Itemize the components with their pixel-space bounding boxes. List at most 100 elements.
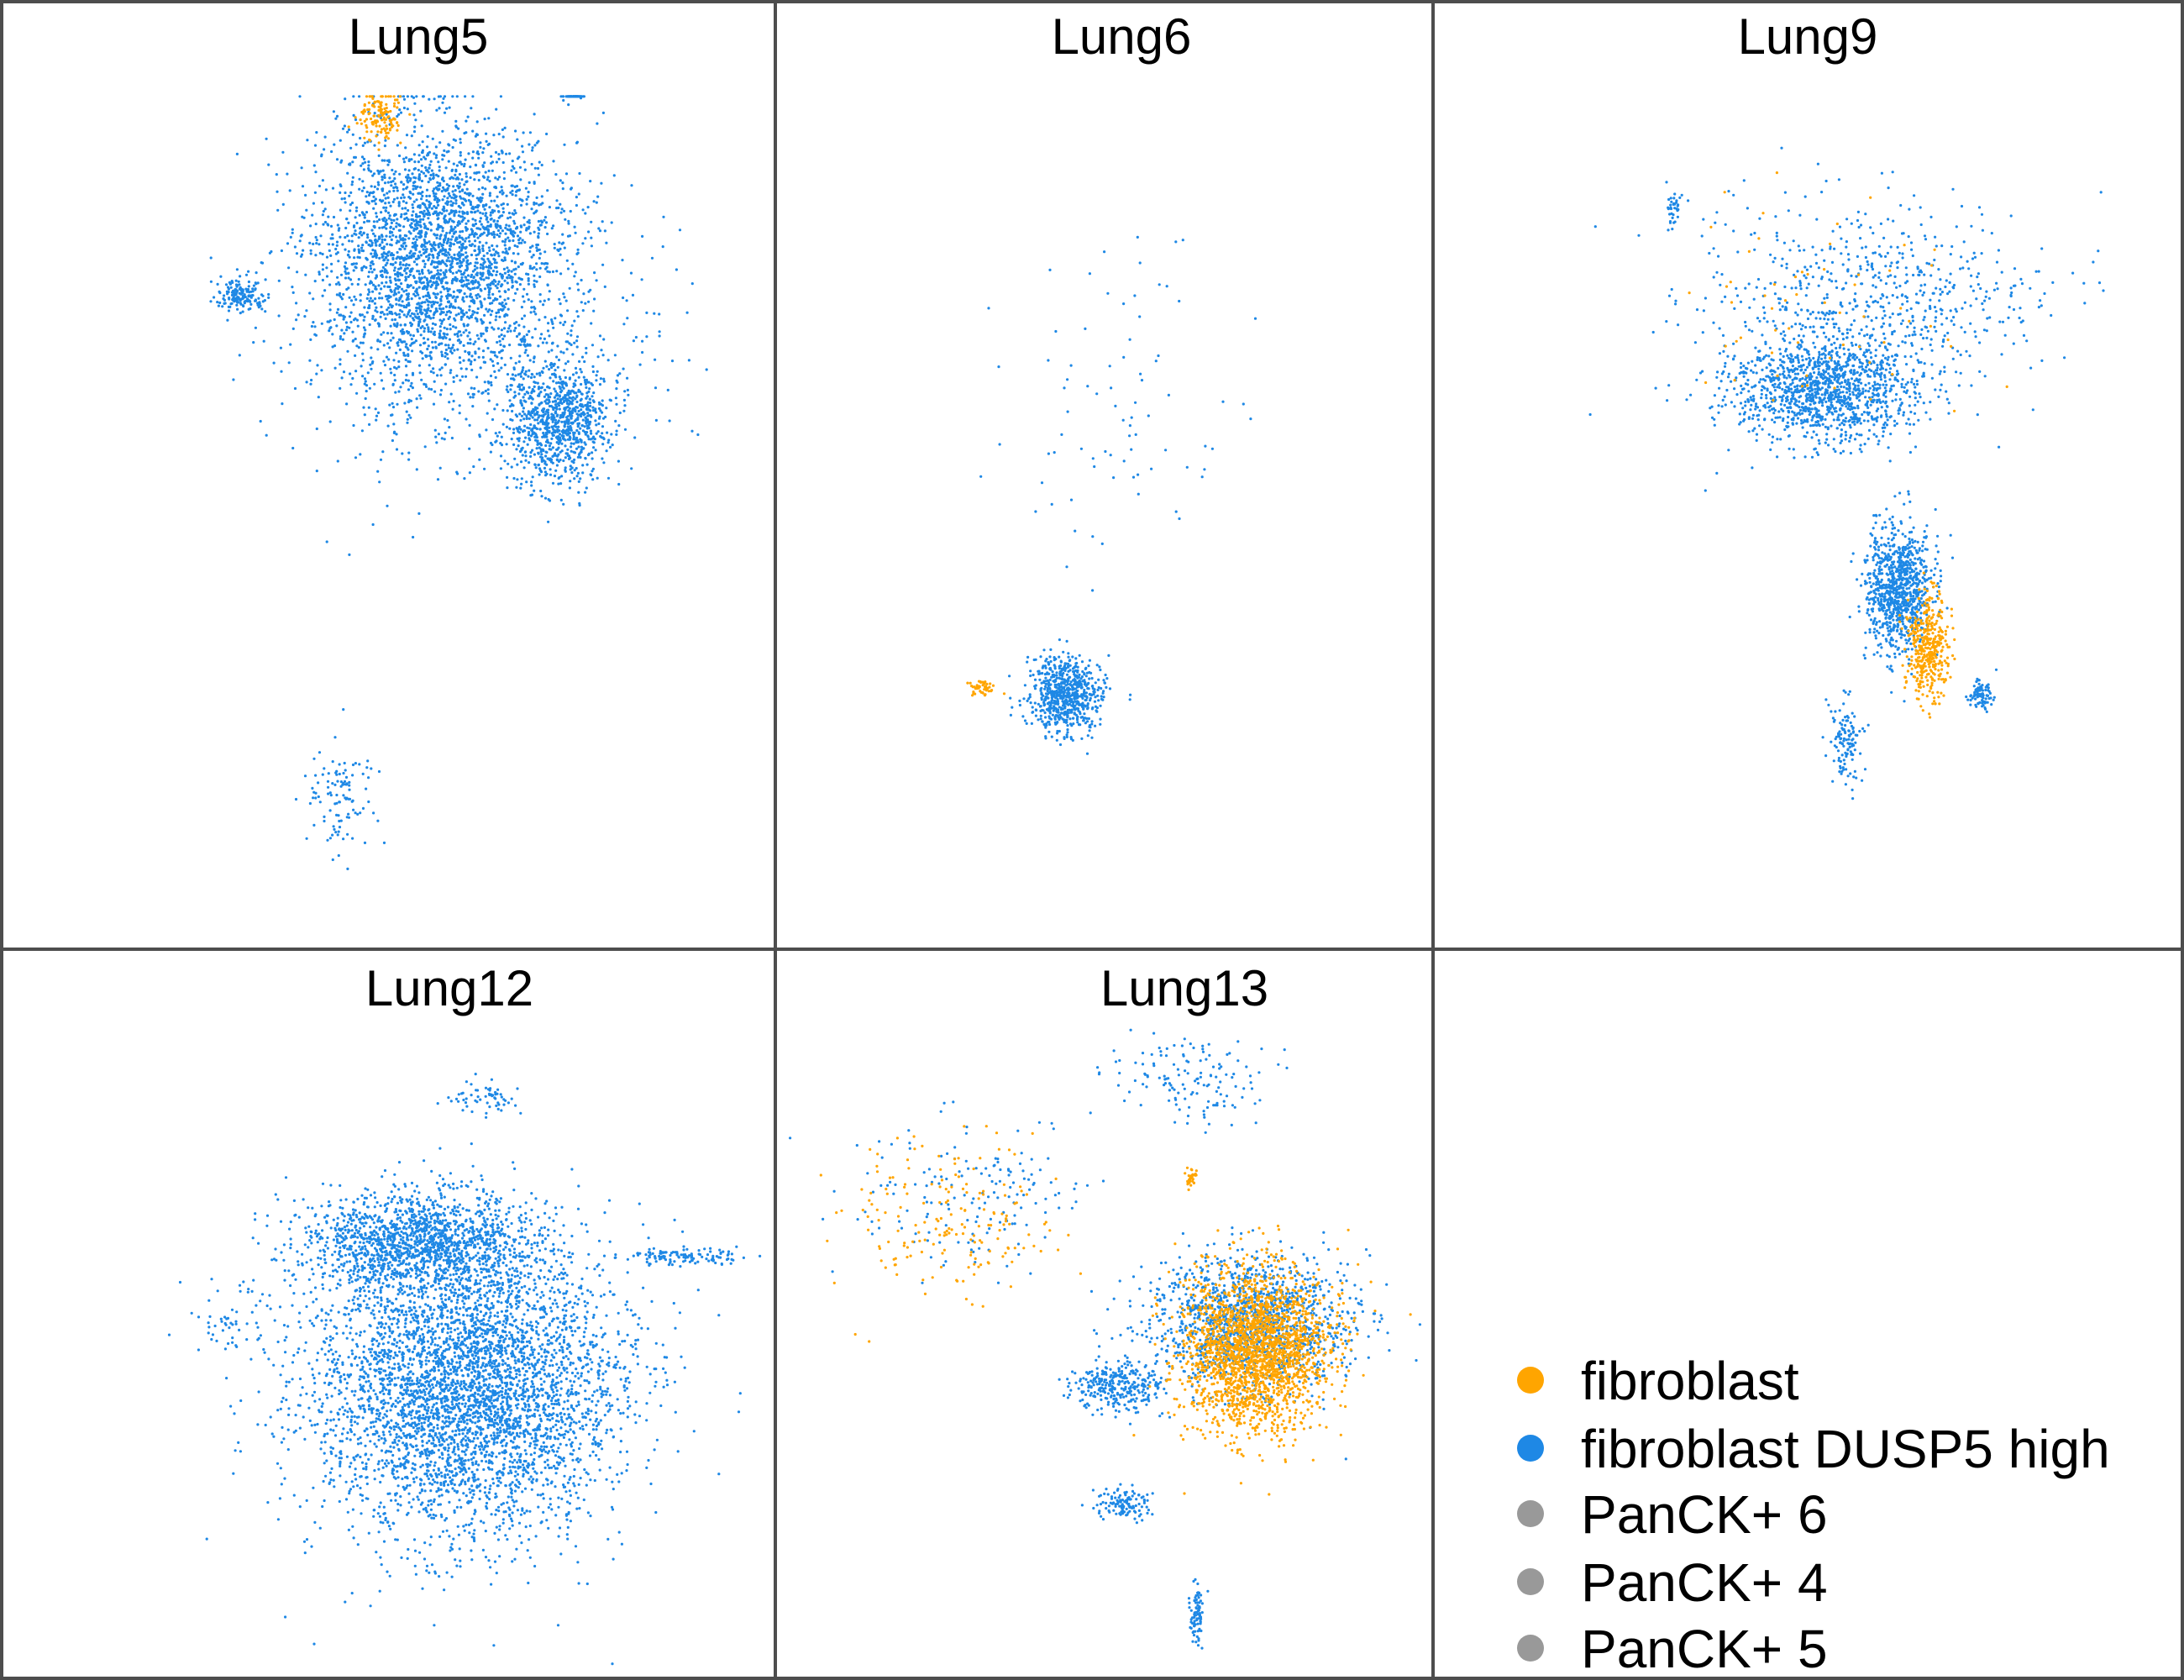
point-lung5-3585 — [408, 309, 412, 312]
point-lung5-3678 — [459, 315, 464, 319]
point-lung5-1004 — [331, 243, 334, 246]
point-lung5-2003 — [375, 244, 378, 247]
point-lung5-3694 — [382, 331, 386, 334]
point-lung5-1259 — [409, 416, 412, 419]
point-lung5-4079 — [470, 354, 474, 358]
point-lung5-1782 — [397, 255, 401, 259]
point-lung5-2338 — [504, 226, 507, 229]
point-lung5-99 — [457, 312, 460, 316]
point-lung5-2172 — [458, 181, 461, 185]
point-lung5-3275 — [552, 380, 555, 383]
point-lung5-2178 — [359, 230, 362, 234]
point-lung5-3794 — [641, 339, 644, 343]
point-lung5-2730 — [592, 446, 596, 449]
point-lung5-3696 — [448, 287, 451, 291]
point-lung5-1177 — [434, 156, 438, 160]
point-lung5-608 — [433, 265, 436, 269]
point-lung5-4139 — [498, 224, 501, 228]
point-lung5-4087 — [584, 382, 588, 386]
point-lung5-47 — [412, 312, 416, 316]
point-lung5-572 — [427, 259, 430, 262]
point-lung5-4310 — [247, 285, 250, 288]
point-lung5-1967 — [388, 214, 391, 218]
point-lung5-3807 — [262, 339, 265, 343]
point-lung5-3428 — [606, 431, 609, 434]
point-lung5-1182 — [448, 315, 452, 318]
point-lung5-1038 — [471, 218, 475, 221]
point-lung5-976 — [398, 235, 402, 239]
point-lung5-3079 — [606, 476, 611, 480]
point-lung5-2478 — [353, 224, 356, 228]
point-lung5-3835 — [474, 279, 477, 282]
point-lung5-4641 — [368, 138, 371, 142]
point-lung5-788 — [325, 266, 328, 270]
point-lung5-2599 — [375, 239, 379, 243]
point-lung5-2794 — [506, 409, 509, 412]
point-lung5-1547 — [426, 338, 430, 341]
point-lung5-2278 — [478, 220, 482, 223]
point-lung5-3818 — [499, 307, 502, 311]
point-lung5-1704 — [482, 261, 486, 265]
point-lung5-1999 — [480, 199, 483, 202]
point-lung5-1391 — [564, 299, 568, 302]
point-lung5-2189 — [487, 293, 491, 297]
point-lung5-4436 — [370, 767, 373, 770]
point-lung5-3594 — [591, 344, 595, 347]
point-lung5-1944 — [386, 181, 390, 184]
point-lung5-308 — [449, 392, 453, 396]
point-lung5-2117 — [507, 224, 511, 228]
point-lung5-3589 — [423, 318, 427, 322]
point-lung5-4140 — [291, 286, 294, 289]
point-lung5-3260 — [584, 491, 587, 494]
point-lung5-1091 — [508, 324, 512, 328]
point-lung5-3981 — [598, 383, 602, 386]
point-lung5-3249 — [564, 456, 567, 459]
point-lung5-1080 — [465, 119, 468, 123]
point-lung5-1447 — [559, 321, 562, 324]
point-lung5-856 — [516, 287, 519, 291]
point-lung5-2312 — [408, 360, 412, 364]
point-lung5-4311 — [244, 295, 247, 299]
point-lung5-2342 — [444, 189, 448, 192]
point-lung6-263 — [1046, 689, 1049, 692]
point-lung5-4490 — [312, 796, 315, 800]
point-lung5-1345 — [373, 268, 376, 271]
point-lung5-741 — [495, 315, 498, 318]
point-lung5-4596 — [347, 125, 350, 129]
point-lung5-3507 — [520, 477, 523, 480]
point-lung5-381 — [425, 255, 428, 259]
point-lung5-2653 — [544, 454, 548, 458]
point-lung5-4260 — [249, 302, 253, 306]
point-lung5-4609 — [375, 124, 378, 128]
point-lung5-4275 — [209, 300, 213, 303]
point-lung5-3023 — [601, 354, 605, 357]
point-lung5-2561 — [396, 218, 399, 221]
point-lung6-70 — [1100, 695, 1103, 698]
point-lung5-2029 — [443, 249, 446, 252]
point-lung5-1890 — [527, 227, 530, 230]
point-lung5-385 — [496, 205, 500, 208]
point-lung5-4643 — [367, 113, 370, 116]
point-lung6-132 — [1011, 706, 1014, 709]
point-lung5-3928 — [584, 237, 587, 240]
point-lung5-2138 — [389, 226, 392, 229]
point-lung5-2185 — [422, 95, 425, 98]
point-lung5-1252 — [423, 224, 427, 228]
point-lung5-2016 — [375, 310, 379, 313]
point-lung5-4306 — [247, 280, 250, 284]
point-lung5-1711 — [478, 240, 481, 244]
point-lung5-2987 — [605, 407, 608, 410]
point-lung5-570 — [377, 172, 381, 176]
point-lung5-3834 — [629, 271, 633, 275]
point-lung5-1697 — [371, 315, 375, 318]
point-lung5-3919 — [538, 473, 541, 476]
point-lung5-4255 — [264, 278, 267, 281]
point-lung5-329 — [315, 131, 318, 134]
point-lung5-4443 — [348, 780, 351, 785]
point-lung5-4602 — [355, 122, 359, 125]
point-lung5-820 — [482, 147, 486, 150]
point-lung5-2352 — [575, 140, 580, 144]
point-lung5-3599 — [371, 290, 375, 293]
point-lung5-3710 — [343, 332, 346, 335]
point-lung5-972 — [466, 219, 470, 223]
